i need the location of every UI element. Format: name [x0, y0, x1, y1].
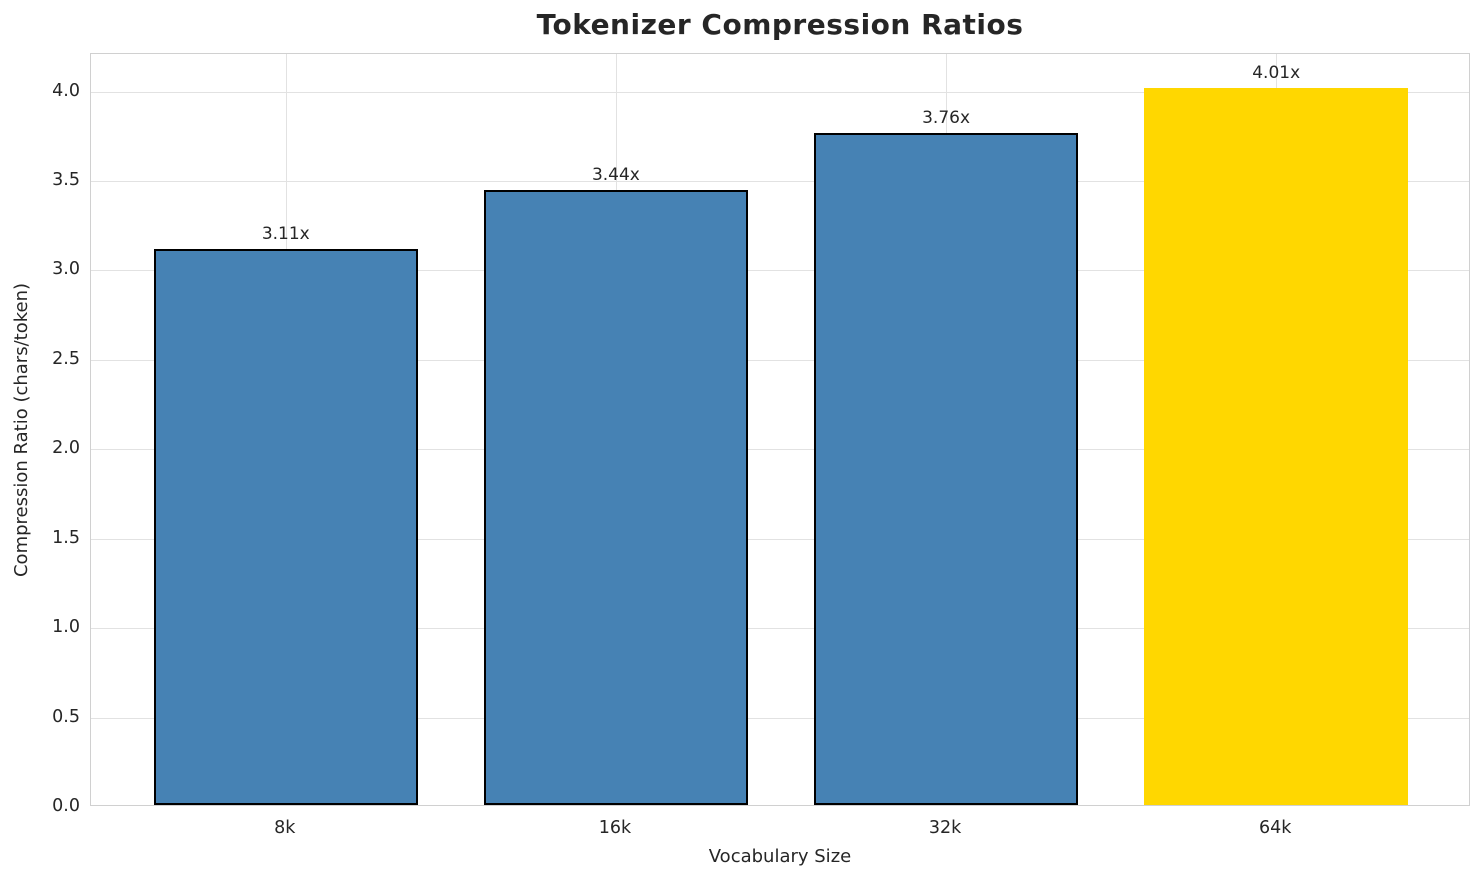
- y-tick-label: 2.0: [52, 438, 80, 459]
- y-tick-label: 1.5: [52, 527, 80, 548]
- gridline-horizontal: [91, 359, 1469, 361]
- gridline-horizontal: [91, 180, 1469, 182]
- bar-value-label: 4.01x: [1252, 62, 1301, 83]
- x-tick-label-8k: 8k: [274, 818, 296, 838]
- gridline-horizontal: [91, 628, 1469, 630]
- y-tick-label: 0.5: [52, 706, 80, 727]
- chart-title: Tokenizer Compression Ratios: [536, 8, 1024, 41]
- gridline-horizontal: [91, 91, 1469, 93]
- y-tick-label: 0.0: [52, 796, 80, 816]
- gridline-horizontal: [91, 449, 1469, 451]
- bar-value-label: 3.76x: [922, 107, 971, 128]
- y-tick-label: 3.0: [52, 259, 80, 280]
- y-tick-label: 3.5: [52, 169, 80, 190]
- x-tick-label-64k: 64k: [1259, 818, 1292, 838]
- bar-8k: [153, 248, 418, 805]
- gridline-horizontal: [91, 717, 1469, 719]
- y-tick-label: 2.5: [52, 348, 80, 369]
- y-tick-label: 4.0: [52, 80, 80, 101]
- gridline-horizontal: [91, 270, 1469, 272]
- bar-32k: [814, 132, 1079, 805]
- y-axis-label: Compression Ratio (chars/token): [11, 282, 32, 578]
- bar-value-label: 3.44x: [591, 164, 640, 185]
- plot-area: 3.11x 3.44x 3.76x 4.01x: [90, 53, 1470, 806]
- x-tick-label-32k: 32k: [928, 818, 962, 838]
- bar-64k: [1144, 87, 1409, 805]
- y-tick-label: 1.0: [52, 617, 80, 638]
- gridline-horizontal: [91, 538, 1469, 540]
- bar-16k: [483, 189, 748, 805]
- x-tick-label-16k: 16k: [598, 818, 632, 838]
- bar-value-label: 3.11x: [261, 223, 310, 244]
- x-axis-label: Vocabulary Size: [708, 846, 852, 867]
